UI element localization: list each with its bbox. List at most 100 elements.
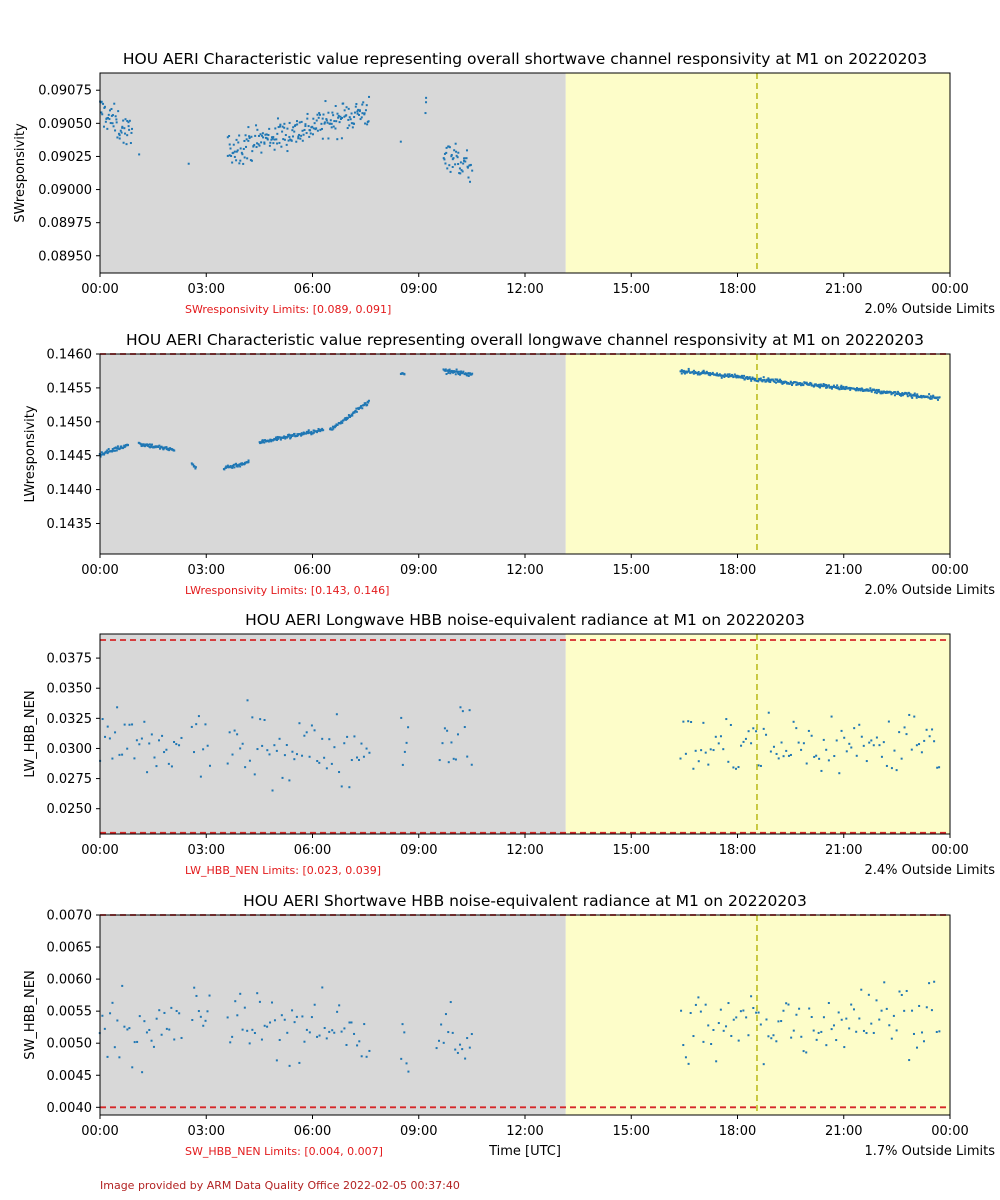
data-point	[322, 429, 325, 432]
data-point	[170, 1006, 173, 1009]
data-point	[319, 430, 322, 433]
data-point	[290, 139, 293, 142]
outside-limits-annotation: 2.0% Outside Limits	[865, 583, 996, 598]
data-point	[454, 373, 457, 376]
data-point	[832, 384, 835, 387]
data-point	[684, 370, 687, 373]
data-point	[870, 1022, 873, 1025]
data-point	[445, 373, 448, 376]
data-point	[303, 128, 306, 131]
data-point	[117, 110, 120, 113]
data-point	[324, 100, 327, 103]
data-point	[336, 1010, 339, 1013]
data-point	[468, 1046, 471, 1049]
data-point	[114, 449, 117, 452]
data-point	[679, 370, 682, 373]
data-point	[817, 1031, 820, 1034]
data-point	[116, 1019, 119, 1022]
x-tick-label: 15:00	[613, 843, 650, 858]
data-point	[336, 138, 339, 141]
data-point	[309, 129, 312, 132]
data-point	[147, 443, 150, 446]
data-point	[300, 134, 303, 137]
data-point	[690, 721, 693, 724]
data-point	[457, 373, 460, 376]
data-point	[316, 129, 319, 132]
data-point	[307, 430, 310, 433]
data-point	[229, 147, 232, 150]
data-point	[737, 375, 740, 378]
data-point	[121, 447, 124, 450]
data-point	[741, 374, 744, 377]
missing-data-region	[100, 354, 566, 554]
data-point	[310, 430, 313, 433]
data-point	[313, 122, 316, 125]
data-point	[325, 767, 328, 770]
data-point	[247, 139, 250, 142]
data-point	[865, 1032, 868, 1035]
data-point	[357, 407, 360, 410]
data-point	[707, 763, 710, 766]
data-point	[101, 1014, 104, 1017]
data-point	[300, 120, 303, 123]
data-point	[329, 428, 332, 431]
data-point	[263, 141, 266, 144]
data-point	[716, 372, 719, 375]
data-point	[346, 735, 349, 738]
data-point	[798, 383, 801, 386]
data-point	[262, 439, 265, 442]
data-point	[825, 748, 828, 751]
data-point	[253, 143, 256, 146]
data-point	[279, 438, 282, 441]
data-point	[680, 369, 683, 372]
data-point	[880, 1009, 883, 1012]
data-point	[802, 384, 805, 387]
highlight-region	[565, 634, 950, 834]
data-point	[291, 129, 294, 132]
data-point	[860, 735, 863, 738]
data-point	[752, 1006, 755, 1009]
data-point	[466, 755, 469, 758]
data-point	[750, 379, 753, 382]
data-point	[858, 387, 861, 390]
data-point	[312, 431, 315, 434]
data-point	[286, 435, 289, 438]
data-point	[295, 120, 298, 123]
data-point	[193, 751, 196, 754]
data-point	[361, 407, 364, 410]
data-point	[684, 752, 687, 755]
data-point	[334, 425, 337, 428]
data-point	[340, 116, 343, 119]
data-point	[454, 758, 457, 761]
y-tick-label: 0.0325	[47, 712, 93, 727]
x-tick-label: 09:00	[400, 1124, 437, 1139]
data-point	[459, 373, 462, 376]
data-point	[173, 740, 176, 743]
data-point	[743, 374, 746, 377]
data-point	[346, 416, 349, 419]
data-point	[190, 725, 193, 728]
data-point	[332, 427, 335, 430]
x-tick-label: 09:00	[400, 843, 437, 858]
data-point	[720, 374, 723, 377]
data-point	[278, 1038, 281, 1041]
data-point	[906, 393, 909, 396]
data-point	[795, 727, 798, 730]
y-tick-label: 0.0050	[47, 1037, 93, 1052]
footer-credit: Image provided by ARM Data Quality Offic…	[100, 1179, 460, 1192]
data-point	[403, 1031, 406, 1034]
y-tick-label: 0.0250	[47, 802, 93, 817]
data-point	[325, 119, 328, 122]
data-point	[367, 399, 370, 402]
data-point	[337, 116, 340, 119]
data-point	[194, 466, 197, 469]
data-point	[178, 1012, 181, 1015]
data-point	[229, 465, 232, 468]
data-point	[253, 1032, 256, 1035]
data-point	[108, 118, 111, 121]
data-point	[845, 750, 848, 753]
data-point	[463, 157, 466, 160]
data-point	[848, 742, 851, 745]
data-point	[239, 992, 242, 995]
data-point	[350, 122, 353, 125]
